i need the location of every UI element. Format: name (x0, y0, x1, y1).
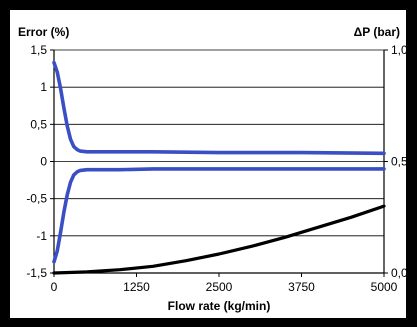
y-left-tick-label: -1,5 (26, 266, 47, 280)
chart: Error (%) ΔP (bar) Flow rate (kg/min) 1,… (18, 25, 406, 313)
y-right-tick-label: 1,0 (391, 43, 406, 57)
x-tick-label: 0 (51, 280, 58, 294)
x-tick-label: 2500 (206, 280, 233, 294)
y-axis-label-right: ΔP (bar) (354, 25, 400, 39)
x-tick-label: 3750 (288, 280, 315, 294)
y-axis-label-left: Error (%) (18, 25, 69, 39)
series-line-1 (52, 167, 386, 264)
x-tick-label: 5000 (371, 280, 398, 294)
y-left-tick-label: -0,5 (26, 192, 47, 206)
y-left-tick-label: 0,5 (30, 117, 47, 131)
series-line-2 (52, 204, 386, 275)
y-right-tick-label: 0,5 (391, 155, 406, 169)
y-left-tick-label: 0 (40, 155, 47, 169)
x-axis-label: Flow rate (kg/min) (168, 299, 271, 313)
series-line-0 (52, 60, 386, 156)
x-tick-label: 1250 (123, 280, 150, 294)
y-left-tick-label: 1 (40, 80, 47, 94)
y-left-tick-label: -1 (36, 229, 47, 243)
y-left-tick-label: 1,5 (30, 43, 47, 57)
y-right-tick-label: 0,0 (391, 266, 406, 280)
chart-panel: Error (%) ΔP (bar) Flow rate (kg/min) 1,… (10, 10, 406, 318)
